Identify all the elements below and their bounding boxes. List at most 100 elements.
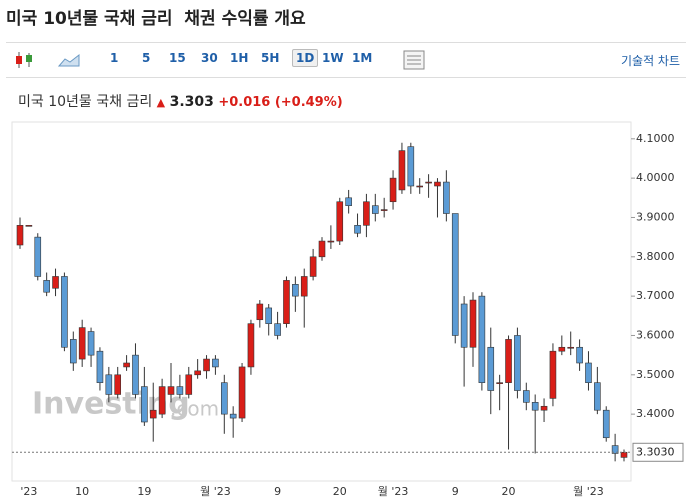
x-tick-label: 월 '23: [573, 485, 604, 498]
candle-body: [594, 382, 601, 411]
quote-header: 미국 10년물 국채 금리 ▲ 3.303 +0.016 (+0.49%): [18, 91, 343, 111]
candle-body: [292, 284, 299, 297]
candle-body: [363, 201, 370, 226]
candle-body: [540, 405, 548, 411]
x-tick-label: '23: [20, 485, 37, 498]
candle-body: [167, 386, 175, 395]
candle-body: [407, 146, 415, 187]
interval-button[interactable]: 1W: [322, 51, 344, 65]
plot-frame: [11, 121, 632, 482]
last-price-label: 3.3030: [636, 445, 675, 458]
candle-body: [620, 451, 628, 458]
candle-body: [345, 197, 352, 206]
candle-body: [123, 362, 130, 368]
candle-body: [212, 358, 219, 368]
candle-body: [300, 276, 308, 297]
candle-body: [194, 370, 201, 376]
candle-body: [61, 276, 68, 348]
settings-icon[interactable]: [403, 50, 425, 70]
candle-body: [43, 280, 50, 293]
candle-body: [522, 390, 530, 403]
candle-body: [531, 402, 539, 411]
interval-button[interactable]: 1H: [230, 51, 249, 65]
interval-button[interactable]: 1M: [352, 51, 373, 65]
interval-button[interactable]: 1D: [292, 49, 319, 67]
interval-button[interactable]: 1: [110, 51, 119, 65]
candle-icon[interactable]: [14, 51, 36, 69]
y-tick-label: 3.9000: [636, 210, 675, 223]
candle-body: [451, 213, 459, 336]
candle-body: [96, 350, 104, 383]
candle-body: [567, 346, 575, 349]
candle-body: [149, 409, 157, 419]
candle-body: [256, 303, 264, 321]
y-tick-label: 4.1000: [636, 132, 675, 145]
x-tick-label: 20: [333, 485, 347, 498]
instrument-name: 미국 10년물 국채 금리: [18, 94, 153, 110]
interval-button[interactable]: 30: [201, 51, 218, 65]
x-tick-label: 10: [75, 485, 89, 498]
candle-body: [496, 382, 503, 384]
candle-body: [354, 225, 361, 234]
x-tick-label: 20: [502, 485, 516, 498]
candle-body: [380, 209, 388, 211]
candle-body: [87, 331, 95, 356]
candle-body: [460, 303, 468, 348]
candle-body: [185, 374, 193, 395]
candle-body: [327, 240, 335, 243]
candle-body: [549, 350, 557, 399]
candle-body: [220, 382, 228, 415]
candle-body: [336, 201, 344, 242]
candle-body: [52, 276, 59, 289]
candle-body: [141, 386, 148, 423]
toolbar: 1 5 15 30 1H 5H 1D 1W 1M 기술적 차트: [6, 42, 686, 78]
candle-body: [114, 374, 122, 395]
candle-body: [16, 225, 24, 246]
technical-chart-link[interactable]: 기술적 차트: [620, 54, 680, 68]
interval-button[interactable]: 5H: [261, 51, 280, 65]
candle-body: [318, 240, 326, 258]
interval-button[interactable]: 15: [169, 51, 186, 65]
candle-body: [132, 354, 139, 395]
change: +0.016: [218, 95, 271, 110]
up-arrow: ▲: [156, 96, 166, 109]
candle-body: [469, 299, 477, 348]
candle-body: [514, 335, 521, 391]
area-icon[interactable]: [58, 53, 80, 67]
candle-body: [274, 323, 281, 336]
x-tick-label: 9: [452, 485, 459, 498]
candle-body: [585, 362, 592, 383]
candle-body: [238, 366, 246, 419]
candle-body: [34, 236, 42, 277]
candle-body: [69, 339, 77, 364]
candle-body: [265, 307, 273, 324]
interval-button[interactable]: 5: [142, 51, 151, 65]
candle-body: [203, 358, 210, 372]
y-tick-label: 3.6000: [636, 328, 675, 341]
x-tick-label: 9: [274, 485, 281, 498]
x-tick-label: 월 '23: [378, 485, 409, 498]
candle-body: [158, 386, 166, 415]
candle-body: [229, 413, 237, 419]
candle-body: [78, 327, 86, 360]
price: 3.303: [169, 94, 214, 110]
candle-body: [309, 256, 317, 277]
candle-body: [247, 323, 255, 368]
candle-body: [25, 225, 33, 227]
y-tick-label: 4.0000: [636, 171, 675, 184]
candle-body: [558, 346, 566, 352]
candle-body: [434, 181, 441, 187]
candle-body: [371, 205, 379, 214]
y-tick-label: 3.5000: [636, 368, 675, 381]
page-title: 미국 10년물 국채 금리 채권 수익률 개요: [6, 9, 306, 29]
candle-body: [416, 185, 424, 188]
y-tick-label: 3.4000: [636, 407, 675, 420]
candle-body: [576, 346, 583, 364]
y-tick-label: 3.8000: [636, 250, 675, 263]
change-percent: (+0.49%): [274, 95, 343, 110]
candle-body: [176, 386, 184, 395]
candle-body: [602, 409, 610, 439]
candle-body: [478, 295, 486, 383]
watermark-suffix: .com: [170, 397, 219, 421]
